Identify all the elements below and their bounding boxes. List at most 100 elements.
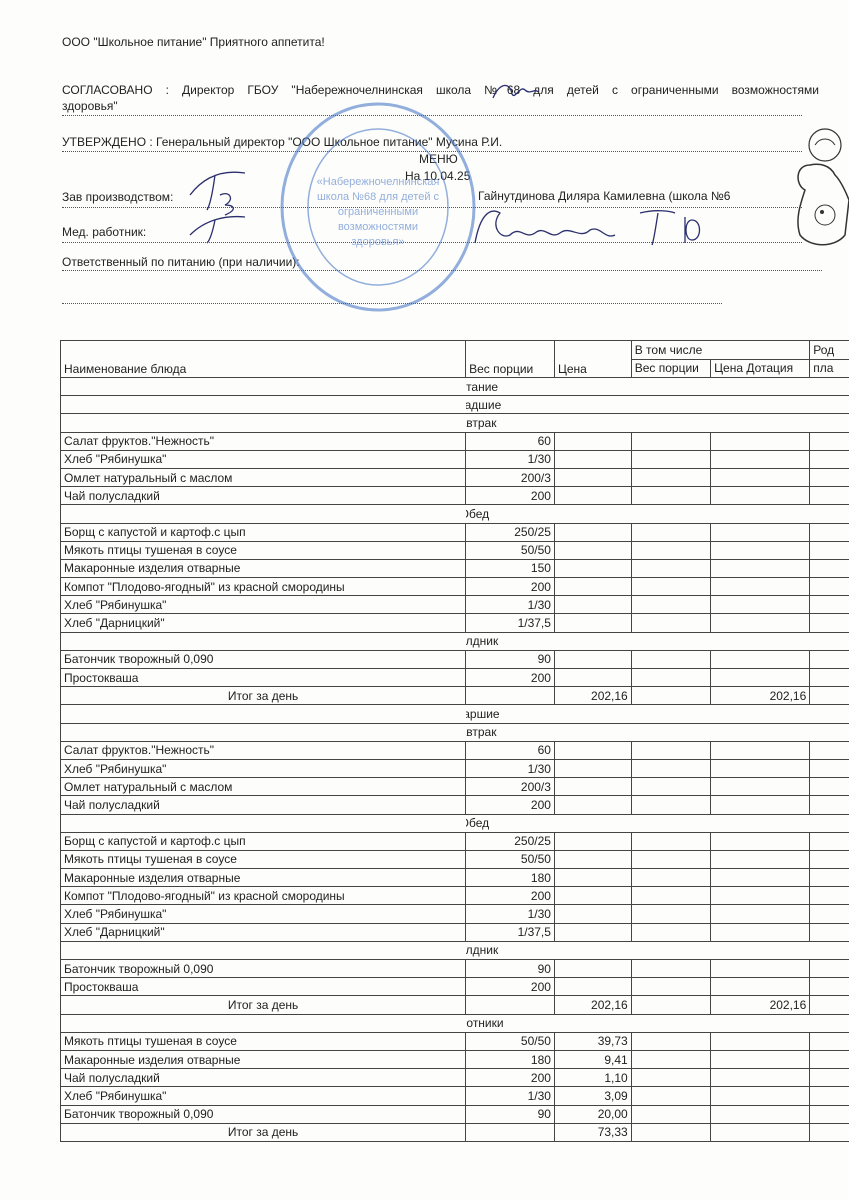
dish-parent-pay <box>809 577 849 597</box>
dish-parent-pay <box>809 686 849 706</box>
dish-price <box>553 486 632 506</box>
dish-name: Хлеб "Рябинушка" <box>59 595 467 615</box>
dish-sub-price <box>710 1031 811 1051</box>
dish-name: Итог за день <box>59 995 467 1015</box>
section-row: Старшие <box>59 704 849 724</box>
dish-weight: 90 <box>465 1104 555 1124</box>
section-spacer <box>59 940 466 961</box>
divider <box>62 207 802 208</box>
dish-weight: 200 <box>465 577 555 597</box>
section-spacer <box>59 704 466 724</box>
dish-sub-weight <box>630 904 712 924</box>
dish-weight: 1/30 <box>465 904 555 924</box>
dish-sub-weight <box>630 595 712 615</box>
dish-weight: 60 <box>465 740 555 760</box>
dish-sub-weight <box>630 431 712 451</box>
dish-parent-pay <box>809 613 849 633</box>
table-header-row: Наименование блюда Вес порции Цена В том… <box>59 340 849 378</box>
dish-sub-price <box>710 1068 811 1088</box>
dish-parent-pay <box>809 1104 849 1124</box>
dish-sub-price <box>710 777 811 797</box>
header-parent-bottom: пла <box>809 358 849 378</box>
section-spacer <box>631 631 849 651</box>
section-spacer <box>631 940 849 961</box>
table-row: Батончик творожный 0,090 90 <box>59 958 849 979</box>
table-row: Омлет натуральный с маслом 200/3 <box>59 777 849 797</box>
section-row: Младшие <box>59 395 849 415</box>
dish-weight: 60 <box>465 431 555 451</box>
table-row: Простокваша 200 <box>59 667 849 688</box>
dish-price <box>553 977 632 997</box>
table-row: Хлеб "Рябинушка" 1/30 <box>59 449 849 469</box>
section-label: Старшие <box>465 704 632 724</box>
dish-parent-pay <box>809 522 849 542</box>
table-row: Мякоть птицы тушеная в соусе 50/50 <box>59 540 849 560</box>
dish-price: 1,10 <box>553 1068 632 1088</box>
dish-price <box>553 758 632 779</box>
dish-parent-pay <box>809 486 849 506</box>
dish-sub-weight <box>630 922 712 942</box>
dish-name: Хлеб "Рябинушка" <box>59 1086 467 1106</box>
dish-sub-weight <box>630 977 712 997</box>
dish-sub-price <box>710 558 811 579</box>
dish-price <box>553 522 632 542</box>
divider <box>62 151 802 152</box>
dish-parent-pay <box>809 1049 849 1070</box>
dish-parent-pay <box>809 667 849 688</box>
dish-parent-pay <box>809 649 849 670</box>
dish-weight: 200/3 <box>465 467 555 488</box>
dish-sub-price <box>710 467 811 488</box>
header-parent-top: Род <box>809 340 849 360</box>
table-row: Мякоть птицы тушеная в соусе 50/50 39,73 <box>59 1031 849 1051</box>
dish-name: Компот "Плодово-ягодный" из красной смор… <box>59 886 467 906</box>
dish-weight: 250/25 <box>465 522 555 542</box>
dish-parent-pay <box>809 1086 849 1106</box>
table-row: Чай полусладкий 200 1,10 <box>59 1068 849 1088</box>
section-label: Работники <box>465 1013 632 1033</box>
table-row: Макаронные изделия отварные 180 9,41 <box>59 1049 849 1070</box>
dish-parent-pay <box>809 540 849 560</box>
table-row: Борщ с капустой и картоф.с цып 250/25 <box>59 831 849 851</box>
dish-weight: 180 <box>465 868 555 888</box>
total-row: Итог за день 202,16 202,16 <box>59 686 849 706</box>
dish-sub-weight <box>630 1031 712 1051</box>
dish-sub-weight <box>630 649 712 670</box>
section-spacer <box>631 504 849 524</box>
section-spacer <box>59 813 466 833</box>
dish-parent-pay <box>809 1031 849 1051</box>
section-row: Обед <box>59 504 849 524</box>
dish-weight: 180 <box>465 1049 555 1070</box>
header-weight: Вес порции <box>465 340 555 378</box>
dish-sub-price <box>710 1122 811 1142</box>
table-row: Макаронные изделия отварные 150 <box>59 558 849 579</box>
section-spacer <box>59 504 466 524</box>
dish-name: Чай полусладкий <box>59 1068 467 1088</box>
section-spacer <box>59 395 466 415</box>
dish-name: Омлет натуральный с маслом <box>59 467 467 488</box>
dish-name: Борщ с капустой и картоф.с цып <box>59 522 467 542</box>
section-label: Питание <box>465 376 632 397</box>
section-spacer <box>59 722 466 742</box>
dish-price <box>553 467 632 488</box>
dish-parent-pay <box>809 558 849 579</box>
dish-price: 39,73 <box>553 1031 632 1051</box>
production-head-name: Гайнутдинова Диляра Камилевна (школа №6 <box>478 189 731 203</box>
dish-name: Макаронные изделия отварные <box>59 558 467 579</box>
dish-sub-price <box>710 922 811 942</box>
agreed-line-cont: здоровья" <box>62 99 118 113</box>
dish-weight <box>465 995 555 1015</box>
dish-weight: 250/25 <box>465 831 555 851</box>
dish-name: Салат фруктов."Нежность" <box>59 740 467 760</box>
header-price: Цена <box>553 340 632 378</box>
section-row: Обед <box>59 813 849 833</box>
table-row: Чай полусладкий 200 <box>59 486 849 506</box>
dish-weight: 150 <box>465 558 555 579</box>
table-row: Простокваша 200 <box>59 977 849 997</box>
logo-chef-mascot <box>797 163 849 246</box>
svg-text:возможностями: возможностями <box>338 221 418 233</box>
dish-sub-weight <box>630 558 712 579</box>
dish-sub-price: 202,16 <box>710 686 811 706</box>
dish-price <box>553 777 632 797</box>
dish-sub-weight <box>630 1068 712 1088</box>
dish-price: 9,41 <box>553 1049 632 1070</box>
